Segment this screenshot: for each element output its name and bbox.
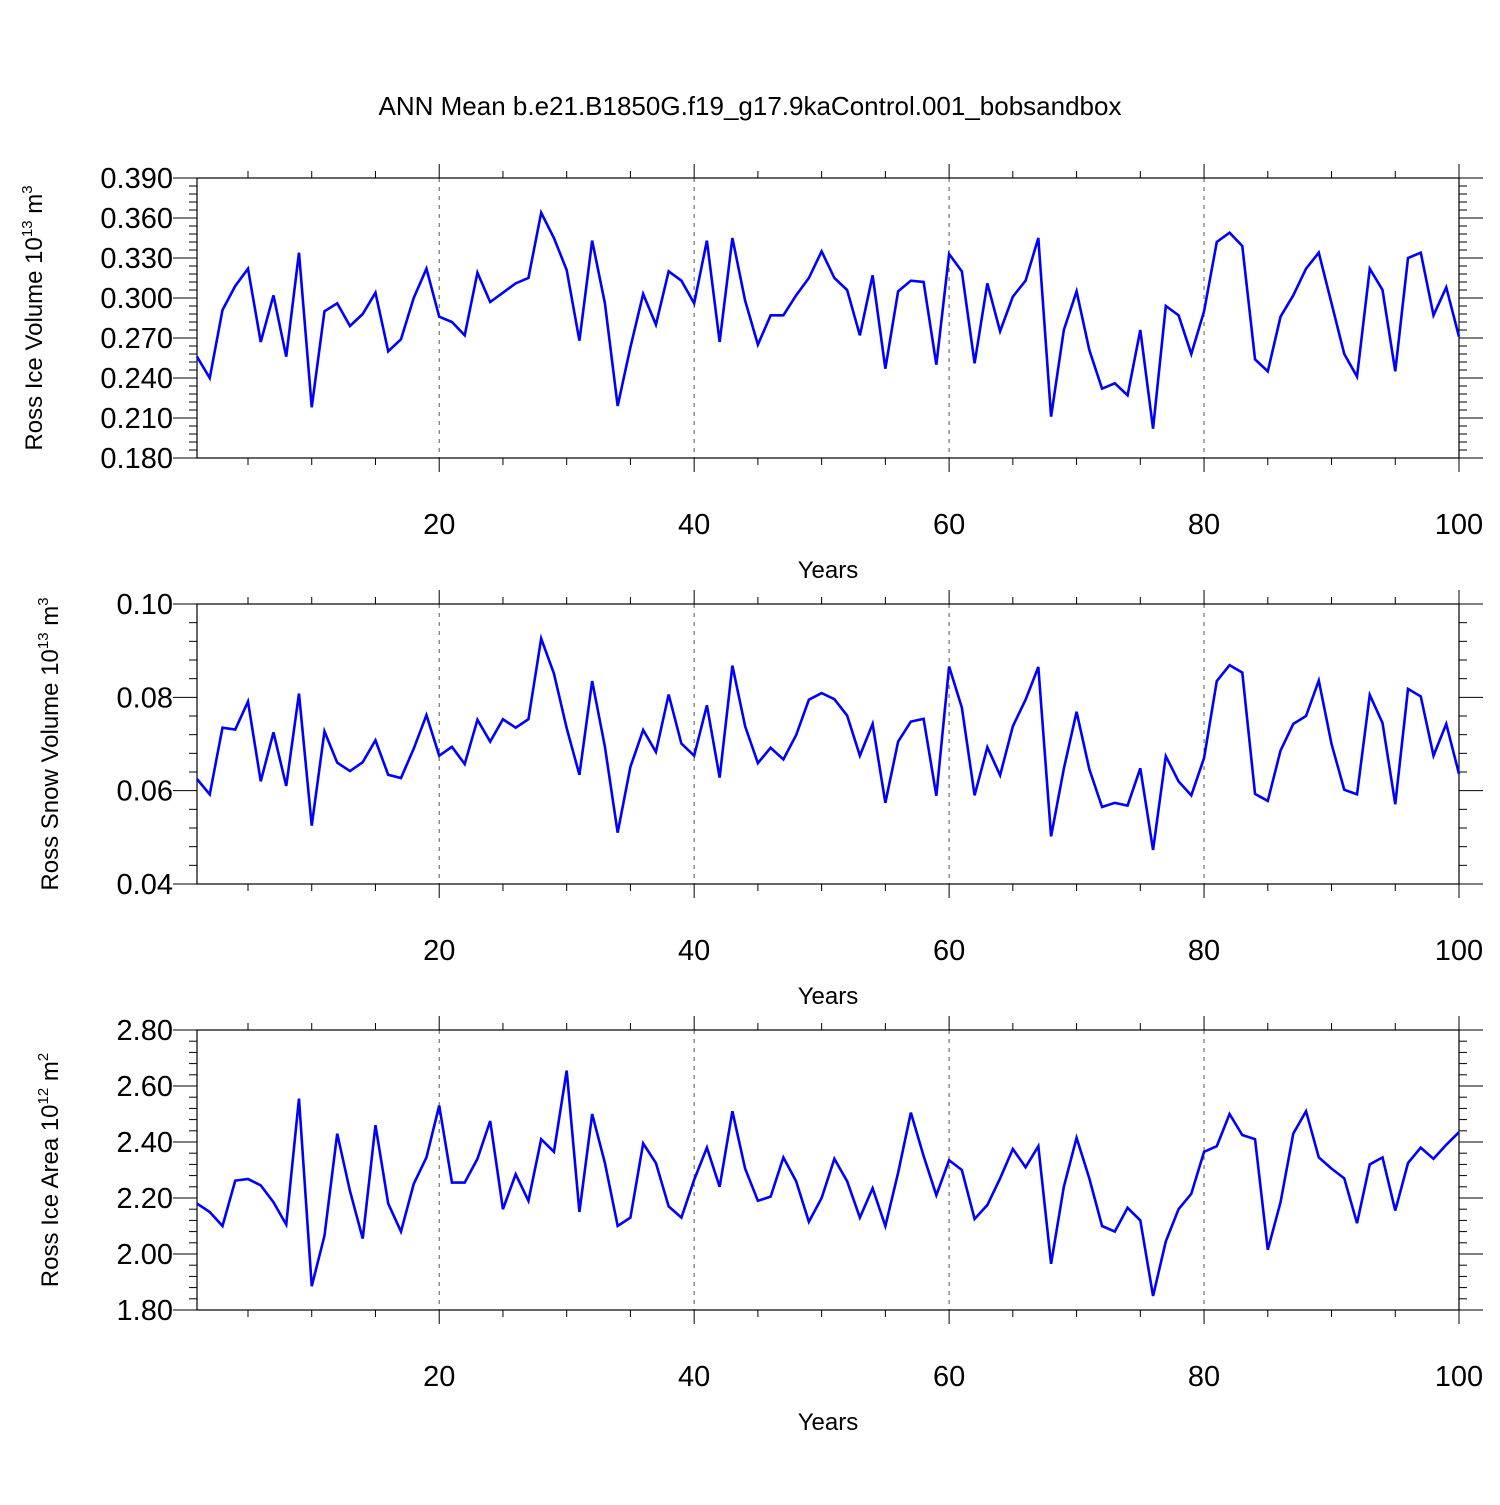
y-tick-label: 0.240 [100, 363, 173, 395]
plot-frame [196, 603, 1460, 885]
y-tick-label: 2.40 [117, 1127, 173, 1159]
y-tick-label: 0.180 [100, 443, 173, 475]
y-tick-label: 0.06 [117, 776, 173, 808]
ross-ice-area-series-line [196, 1070, 1460, 1297]
x-tick-label: 100 [1435, 509, 1483, 541]
x-axis-title: Years [798, 983, 859, 1010]
y-tick-label: 0.300 [100, 283, 173, 315]
y-tick-label: 0.10 [117, 589, 173, 621]
x-tick-label: 80 [1188, 935, 1220, 967]
x-tick-label: 60 [933, 1361, 965, 1393]
ross-ice-volume-series-line [195, 208, 1461, 429]
y-tick-label: 0.210 [100, 403, 173, 435]
y-axis-title: Ross Ice Area 1012 m2 [35, 1053, 64, 1287]
x-tick-label: 60 [933, 509, 965, 541]
y-axis-title: Ross Ice Volume 1013 m3 [19, 185, 48, 450]
plot-frame [196, 1029, 1460, 1311]
x-tick-label: 20 [423, 509, 455, 541]
y-tick-label: 0.08 [117, 682, 173, 714]
y-tick-label: 0.360 [100, 203, 173, 235]
y-tick-label: 2.20 [117, 1183, 173, 1215]
y-tick-label: 2.80 [117, 1015, 173, 1047]
x-tick-label: 20 [423, 1361, 455, 1393]
x-tick-label: 80 [1188, 509, 1220, 541]
y-tick-label: 1.80 [117, 1295, 173, 1327]
ross-snow-volume-panel: 0.04 0.06 0.08 0.10 20 40 60 80 100 Years Ross Sno… [35, 589, 1483, 1010]
ross-snow-volume-series-line [195, 633, 1461, 851]
y-tick-label: 0.330 [100, 243, 173, 275]
x-tick-label: 80 [1188, 1361, 1220, 1393]
y-tick-label: 0.390 [100, 163, 173, 195]
page-title: ANN Mean b.e21.B1850G.f19_g17.9kaControl… [379, 91, 1122, 121]
y-tick-label: 2.60 [117, 1071, 173, 1103]
x-tick-label: 60 [933, 935, 965, 967]
x-axis-title: Years [798, 557, 859, 584]
ross-ice-area-panel: 1.80 2.00 2.20 2.40 2.60 2.80 20 40 60 80 100 Years… [35, 1015, 1483, 1436]
ross-ice-volume-panel: 0.180 0.210 0.240 0.270 0.300 0.330 0.360 0.390… [19, 163, 1483, 584]
x-tick-label: 40 [678, 935, 710, 967]
plot-frame [196, 177, 1460, 459]
x-tick-label: 100 [1435, 1361, 1483, 1393]
y-tick-label: 0.04 [117, 869, 173, 901]
y-tick-label: 0.270 [100, 323, 173, 355]
y-tick-label: 2.00 [117, 1239, 173, 1271]
x-tick-label: 20 [423, 935, 455, 967]
x-axis-title: Years [798, 1409, 859, 1436]
y-axis-title: Ross Snow Volume 1013 m3 [35, 597, 64, 890]
x-tick-label: 40 [678, 509, 710, 541]
x-tick-label: 100 [1435, 935, 1483, 967]
x-tick-label: 40 [678, 1361, 710, 1393]
